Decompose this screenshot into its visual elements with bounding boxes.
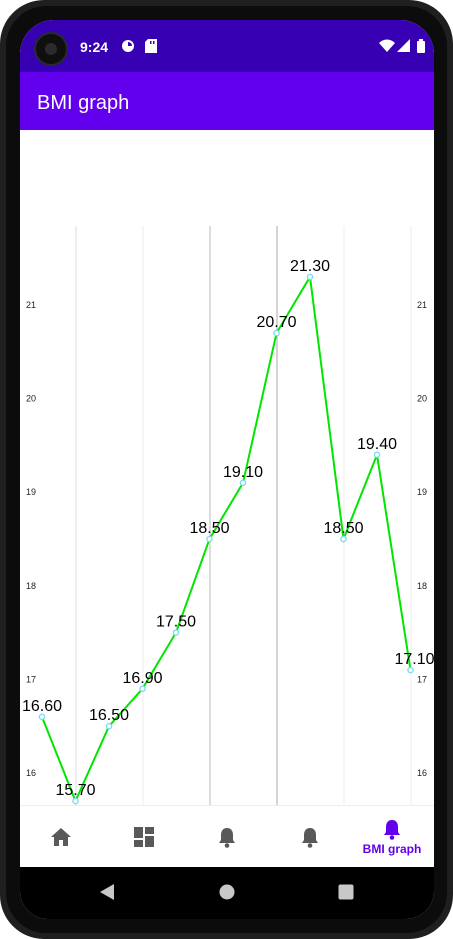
app-bar: BMI graph [20,72,434,130]
data-point [407,666,414,674]
data-label: 21.30 [290,258,330,275]
data-label: 17.10 [394,651,434,668]
bmi-chart[interactable]: 16 17 18 19 20 21 16 17 18 19 20 21 16.60 15.70 16.50 1… [20,130,434,805]
bmi-series-line [41,273,412,804]
phone-screen: 9:24 BMI graph 16 17 18 19 20 21 16 17 18 19 20 21 1… [20,20,434,919]
bottom-navigation: BMI graph [20,805,434,868]
nav-label-bmi-graph: BMI graph [362,841,422,856]
y-tick-label-left: 17 [26,674,36,684]
nav-item-notifications-2[interactable] [269,806,351,868]
data-label: 19.10 [223,464,263,481]
y-tick-label-right: 18 [417,581,427,591]
data-label: 20.70 [256,314,296,331]
y-tick-label-right: 19 [417,487,427,497]
home-button-icon[interactable] [219,884,235,900]
nav-item-bmi-graph[interactable]: BMI graph [351,806,433,868]
data-label: 15.70 [55,782,95,799]
data-point [239,479,247,487]
data-point [373,451,381,459]
data-point [306,273,314,281]
sync-icon [121,39,135,56]
data-point [273,329,280,337]
y-tick-label-right: 17 [417,674,427,684]
data-label: 17.50 [156,614,196,631]
data-point [206,535,213,543]
front-camera [34,32,68,66]
status-time: 9:24 [80,39,109,55]
data-point [105,722,113,730]
data-label: 16.90 [122,670,162,687]
bell-icon [384,819,400,840]
data-point [340,535,347,543]
data-point [38,713,46,721]
home-icon [51,828,71,846]
signal-icon [397,39,410,56]
y-tick-label-right: 20 [417,394,427,404]
y-tick-label-left: 19 [26,487,36,497]
data-label: 16.60 [22,698,62,715]
back-icon[interactable] [98,883,116,901]
data-label: 18.50 [189,520,229,537]
sd-card-icon [145,39,157,56]
y-tick-label-left: 18 [26,581,36,591]
bell-icon [302,827,318,848]
data-label: 19.40 [357,436,397,453]
system-navigation-bar [20,867,434,919]
nav-item-home[interactable] [20,806,102,868]
data-point [172,629,180,636]
bell-icon [219,827,235,848]
y-tick-label-left: 20 [26,394,36,404]
dashboard-icon [134,827,154,847]
recents-icon[interactable] [338,884,354,900]
nav-item-notifications-1[interactable] [186,806,268,868]
data-point [139,685,146,693]
y-tick-label-right: 21 [417,300,427,310]
nav-item-dashboard[interactable] [103,806,185,868]
y-tick-label-left: 16 [26,768,36,778]
page-title: BMI graph [37,92,130,114]
data-label: 18.50 [323,520,363,537]
battery-icon [417,39,425,56]
status-bar: 9:24 [20,20,434,72]
wifi-icon [379,39,395,56]
y-tick-label-right: 16 [417,768,427,778]
data-label: 16.50 [89,707,129,724]
data-point [72,797,79,805]
bmi-line-chart[interactable]: 16 17 18 19 20 21 16 17 18 19 20 21 16.60 15.70 16.50 1… [20,130,434,805]
y-tick-label-left: 21 [26,300,36,310]
